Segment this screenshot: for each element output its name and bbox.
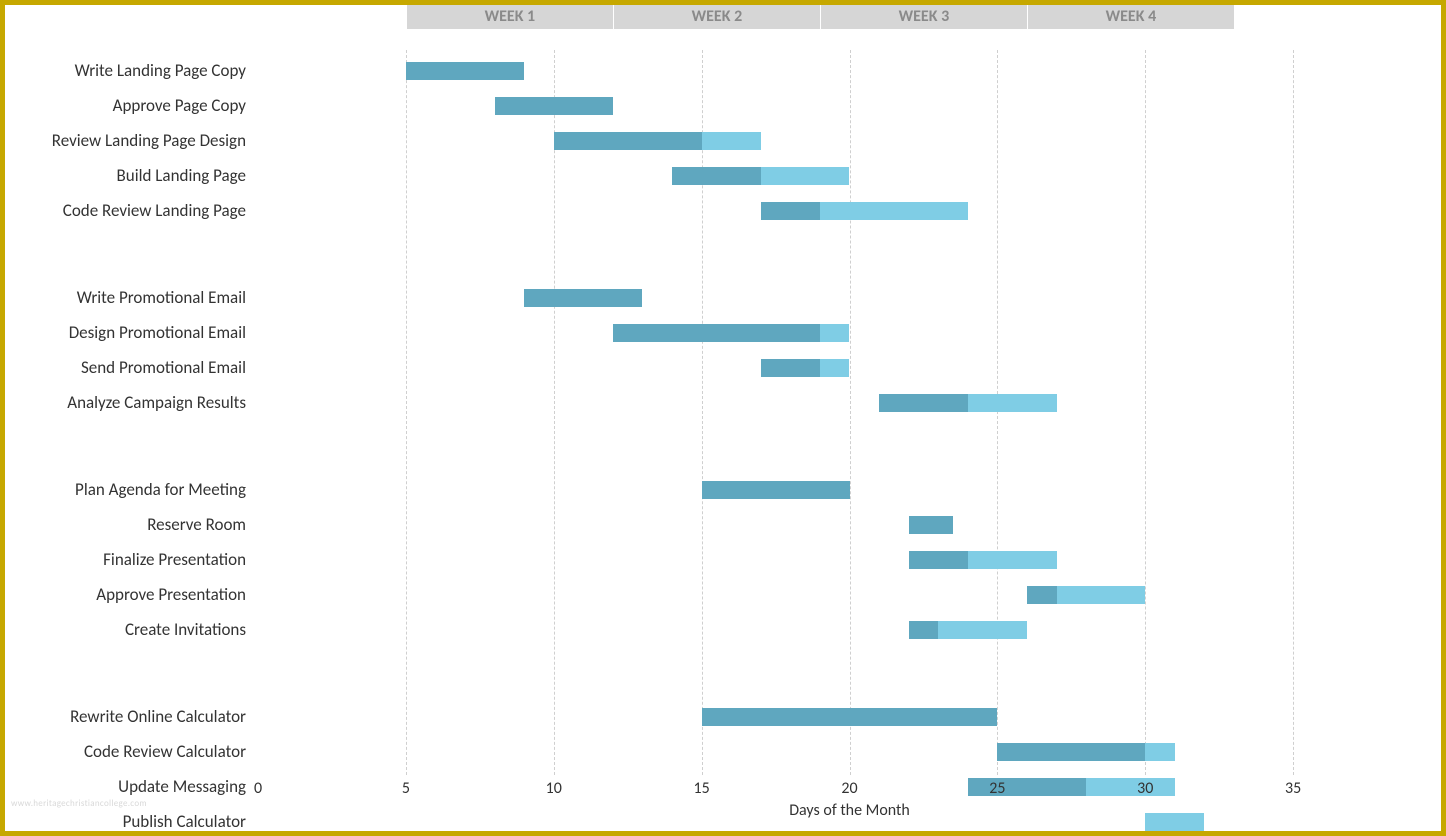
grid-line [1293,50,1294,775]
x-axis-title: Days of the Month [789,801,910,820]
task-bar-seg1 [761,359,820,377]
x-tick: 10 [546,779,562,798]
task-bar-seg2 [761,167,850,185]
task-bar-seg1 [406,62,524,80]
week-header-cell: WEEK 2 [613,5,820,29]
task-row: Review Landing Page Design [258,132,1441,150]
task-row: Send Promotional Email [258,359,1441,377]
task-bar-seg2 [702,132,761,150]
task-label: Approve Page Copy [113,97,258,115]
task-label: Design Promotional Email [69,324,258,342]
task-label: Reserve Room [147,516,258,534]
task-bar-seg2 [938,621,1027,639]
x-tick: 5 [402,779,410,798]
week-header-spacer [5,5,406,29]
task-row: Plan Agenda for Meeting [258,481,1441,499]
task-label: Plan Agenda for Meeting [75,481,258,499]
task-label: Build Landing Page [117,167,258,185]
task-label: Code Review Calculator [84,743,258,761]
grid-line [406,50,407,775]
week-header-cell: WEEK 3 [820,5,1027,29]
grid-line [1145,50,1146,775]
week-header-cell: WEEK 1 [406,5,613,29]
task-bar-seg2 [1145,743,1175,761]
task-row: Analyze Campaign Results [258,394,1441,412]
task-row: Write Landing Page Copy [258,62,1441,80]
task-row: Reserve Room [258,516,1441,534]
watermark: www.heritagechristiancollege.com [11,798,147,809]
task-bar-seg1 [495,97,613,115]
task-bar-seg2 [820,202,968,220]
task-row: Rewrite Online Calculator [258,708,1441,726]
task-row: Finalize Presentation [258,551,1441,569]
task-label: Publish Calculator [123,813,258,831]
x-tick: 20 [841,779,857,798]
task-bar-seg2 [820,359,850,377]
week-header: WEEK 1WEEK 2WEEK 3WEEK 4 [5,5,1441,29]
task-label: Analyze Campaign Results [67,394,258,412]
task-label: Rewrite Online Calculator [70,708,258,726]
task-bar-seg2 [1057,586,1146,604]
task-bar-seg1 [997,743,1145,761]
task-bar-seg1 [702,481,850,499]
task-bar-seg1 [879,394,968,412]
task-label: Create Invitations [125,621,258,639]
task-bar-seg1 [909,621,939,639]
x-tick: 15 [694,779,710,798]
task-label: Write Promotional Email [77,289,258,307]
task-row: Code Review Landing Page [258,202,1441,220]
task-row: Create Invitations [258,621,1441,639]
grid-line [850,50,851,775]
task-label: Update Messaging [118,778,258,796]
task-bar-seg1 [672,167,761,185]
x-tick: 25 [989,779,1005,798]
task-row: Build Landing Page [258,167,1441,185]
task-row: Design Promotional Email [258,324,1441,342]
task-label: Finalize Presentation [103,551,258,569]
task-bar-seg1 [1027,586,1057,604]
task-bar-seg2 [968,551,1057,569]
task-row: Code Review Calculator [258,743,1441,761]
plot-area: Write Landing Page Copy Approve Page Copy… [258,50,1441,775]
task-bar-seg1 [761,202,820,220]
task-bar-seg1 [524,289,642,307]
week-header-cell: WEEK 4 [1027,5,1234,29]
task-label: Send Promotional Email [81,359,258,377]
grid-line [997,50,998,775]
task-bar-seg1 [702,708,998,726]
task-label: Write Landing Page Copy [75,62,258,80]
task-bar-seg1 [909,516,953,534]
task-bar-seg1 [909,551,968,569]
task-row: Write Promotional Email [258,289,1441,307]
x-tick: 0 [254,779,262,798]
task-label: Review Landing Page Design [52,132,258,150]
grid-line [702,50,703,775]
gantt-frame: WEEK 1WEEK 2WEEK 3WEEK 4 Write Landing P… [0,0,1446,836]
task-row: Approve Page Copy [258,97,1441,115]
task-label: Approve Presentation [96,586,258,604]
task-bar-seg1 [554,132,702,150]
task-bar-seg1 [613,324,820,342]
task-row: Approve Presentation [258,586,1441,604]
task-bar-seg2 [968,394,1057,412]
task-label: Code Review Landing Page [63,202,258,220]
x-tick: 30 [1137,779,1153,798]
grid-line [554,50,555,775]
x-axis: Days of the Month 05101520253035 [258,779,1441,819]
x-tick: 35 [1285,779,1301,798]
task-bar-seg2 [820,324,850,342]
